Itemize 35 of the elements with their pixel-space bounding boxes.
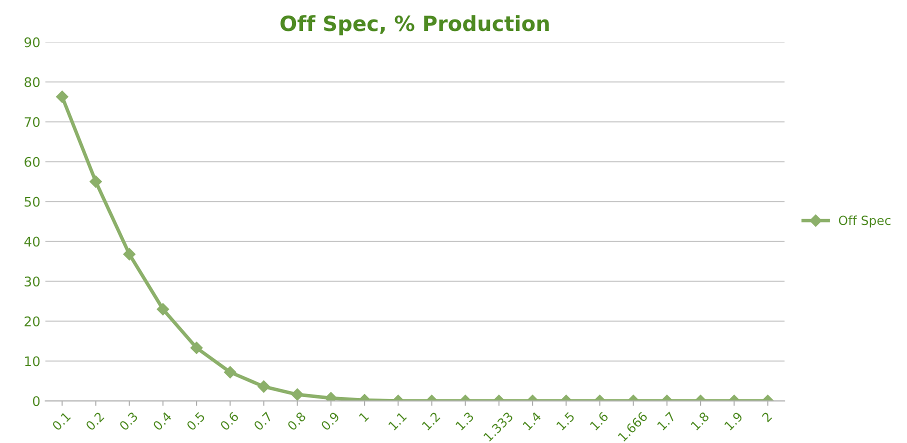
y-tick-label: 80 <box>24 77 40 88</box>
x-tick-label: 0.1 <box>52 412 71 431</box>
y-tick-label: 0 <box>32 396 40 406</box>
x-tick-label: 1 <box>358 412 369 422</box>
y-tick-label: 10 <box>25 356 40 366</box>
x-tick-label: 2 <box>761 412 772 422</box>
legend-label: Off Spec <box>838 215 890 228</box>
y-tick-label: 70 <box>24 117 40 128</box>
x-tick-label: 0.3 <box>118 412 138 431</box>
point <box>56 90 68 103</box>
x-tick-label: 0.4 <box>152 411 172 431</box>
y-tick-label: 90 <box>24 37 40 48</box>
x-tick-label: 1.5 <box>556 412 575 431</box>
x-tick-label: 1.8 <box>690 411 710 431</box>
y-tick-label: 20 <box>24 316 40 326</box>
y-tick-label: 60 <box>24 156 40 167</box>
y-tick-label: 40 <box>24 236 40 247</box>
x-tick-label: 0.2 <box>85 412 104 431</box>
point <box>90 176 102 188</box>
x-tick-label: 0.5 <box>186 412 206 431</box>
x-tick-label: 0.8 <box>286 411 306 431</box>
x-tick-label: 1.9 <box>724 411 744 431</box>
x-tick-label: 0.7 <box>253 412 273 431</box>
x-tick-label: 1.6 <box>590 411 609 431</box>
x-tick-label: 1.7 <box>656 412 676 430</box>
x-tick-label: 1.4 <box>522 411 542 430</box>
point <box>123 248 136 260</box>
x-tick-label: 1.2 <box>422 412 440 430</box>
chart-title: Off Spec, % Production <box>280 15 549 36</box>
y-tick-label: 30 <box>24 276 40 287</box>
x-tick-label: 1.1 <box>388 412 407 430</box>
x-tick-label: 0.6 <box>220 411 240 431</box>
x-tick-label: 0.9 <box>320 411 340 431</box>
y-tick-label: 50 <box>24 196 40 207</box>
x-tick-label: 1.3 <box>455 412 474 431</box>
